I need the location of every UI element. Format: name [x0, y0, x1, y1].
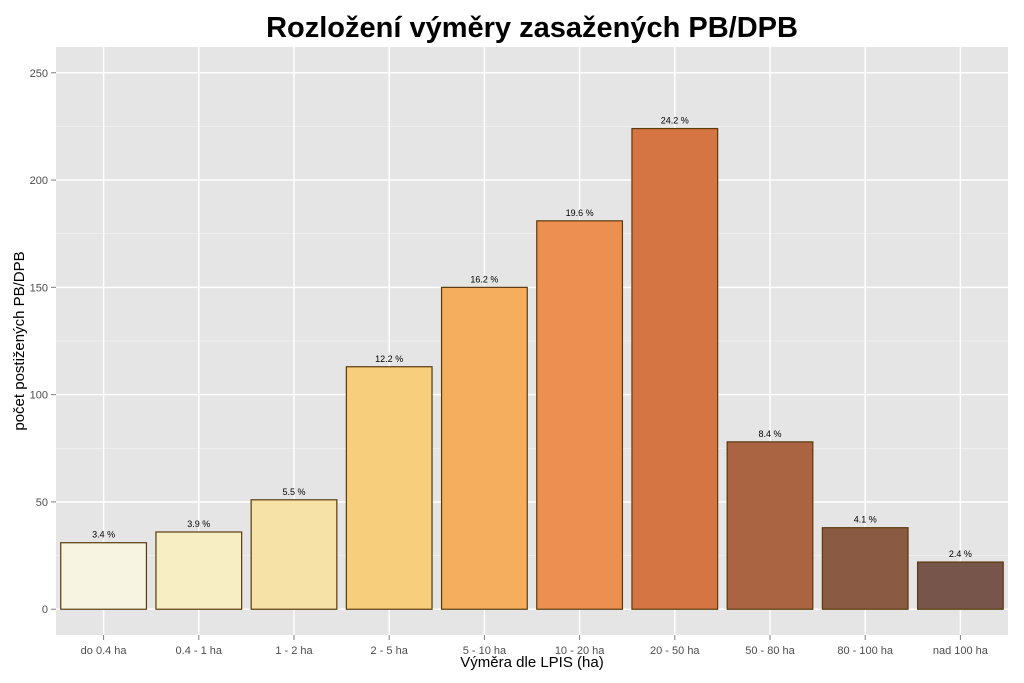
data-label: 16.2 %	[470, 274, 498, 284]
y-axis: 0 50 100 150 200 250	[30, 68, 56, 616]
x-tick-label: 20 - 50 ha	[650, 645, 700, 657]
x-tick-label: 80 - 100 ha	[837, 645, 894, 657]
chart-title: Rozložení výměry zasažených PB/DPB	[266, 12, 798, 44]
bar	[345, 366, 433, 610]
bar	[916, 561, 1004, 610]
data-label: 3.9 %	[187, 519, 210, 529]
data-labels: 3.4 % 3.9 % 5.5 % 12.2 % 16.2 % 19.6 % 24.2 % 8…	[92, 116, 972, 559]
data-label: 8.4 %	[758, 429, 781, 439]
y-tick-label: 150	[30, 282, 48, 294]
y-tick-label: 250	[30, 68, 48, 80]
x-tick-label: 50 - 80 ha	[745, 645, 795, 657]
data-label: 24.2 %	[661, 116, 689, 126]
y-tick-label: 0	[42, 604, 48, 616]
x-axis: do 0.4 ha 0.4 - 1 ha 1 - 2 ha 2 - 5 ha 5 - 1…	[81, 635, 989, 657]
y-axis-label: počet postižených PB/DPB	[11, 251, 28, 430]
data-label: 2.4 %	[949, 549, 972, 559]
data-label: 12.2 %	[375, 354, 403, 364]
bar	[726, 441, 814, 610]
bar	[821, 527, 909, 610]
x-axis-label: Výměra dle LPIS (ha)	[460, 654, 604, 671]
data-label: 3.4 %	[92, 530, 115, 540]
x-tick-label: do 0.4 ha	[81, 645, 128, 657]
y-tick-label: 50	[36, 497, 48, 509]
x-tick-label: nad 100 ha	[933, 645, 989, 657]
x-tick-label: 10 - 20 ha	[555, 645, 605, 657]
y-tick-label: 100	[30, 390, 48, 402]
data-label: 5.5 %	[282, 487, 305, 497]
x-tick-label: 5 - 10 ha	[463, 645, 507, 657]
x-tick-label: 0.4 - 1 ha	[176, 645, 223, 657]
bars	[60, 127, 1004, 610]
data-label: 4.1 %	[854, 515, 877, 525]
x-tick-label: 1 - 2 ha	[275, 645, 313, 657]
bar	[60, 542, 148, 610]
y-tick-label: 200	[30, 175, 48, 187]
bar	[440, 286, 528, 610]
bar	[631, 127, 719, 610]
x-tick-label: 2 - 5 ha	[371, 645, 409, 657]
bar	[250, 499, 338, 610]
bar	[155, 531, 243, 610]
bar	[536, 220, 624, 610]
data-label: 19.6 %	[566, 208, 594, 218]
